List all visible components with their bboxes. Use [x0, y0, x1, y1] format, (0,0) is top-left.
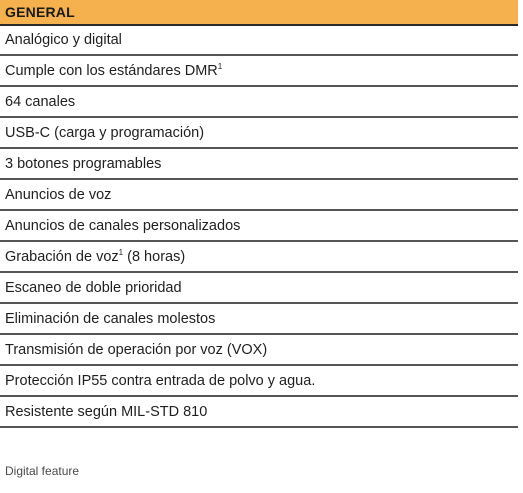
table-row: Anuncios de canales personalizados [0, 211, 518, 242]
table-row: Analógico y digital [0, 26, 518, 56]
table-row: Resistente según MIL-STD 810 [0, 397, 518, 428]
table-row: Protección IP55 contra entrada de polvo … [0, 366, 518, 397]
row-label: Anuncios de voz [5, 186, 112, 203]
footnote-marker: 1 [118, 247, 124, 257]
table-row: Cumple con los estándares DMR1 [0, 56, 518, 87]
table-row: 64 canales [0, 87, 518, 118]
footnote-marker: 1 [217, 61, 223, 71]
footnote: Digital feature [5, 464, 80, 478]
row-label: Eliminación de canales molestos [5, 310, 216, 327]
row-label: Grabación de voz1 (8 horas) [5, 247, 186, 265]
row-label: Transmisión de operación por voz (VOX) [5, 341, 268, 358]
table-header-label: GENERAL [5, 4, 75, 20]
row-label: Cumple con los estándares DMR1 [5, 61, 223, 79]
table-row: 3 botones programables [0, 149, 518, 180]
table-row: Eliminación de canales molestos [0, 304, 518, 335]
table-header: GENERAL [0, 0, 518, 26]
table-row: Anuncios de voz [0, 180, 518, 211]
row-label: Escaneo de doble prioridad [5, 279, 182, 296]
row-label: USB-C (carga y programación) [5, 124, 205, 141]
table-row: Transmisión de operación por voz (VOX) [0, 335, 518, 366]
row-label: Protección IP55 contra entrada de polvo … [5, 372, 316, 389]
table-row: Grabación de voz1 (8 horas) [0, 242, 518, 273]
row-label: 3 botones programables [5, 155, 162, 172]
spec-table: GENERAL Analógico y digital Cumple con l… [0, 0, 518, 428]
table-row: Escaneo de doble prioridad [0, 273, 518, 304]
row-label: 64 canales [5, 93, 76, 110]
row-label: Anuncios de canales personalizados [5, 217, 241, 234]
row-label: Resistente según MIL-STD 810 [5, 403, 208, 420]
row-label: Analógico y digital [5, 32, 122, 48]
table-row: USB-C (carga y programación) [0, 118, 518, 149]
